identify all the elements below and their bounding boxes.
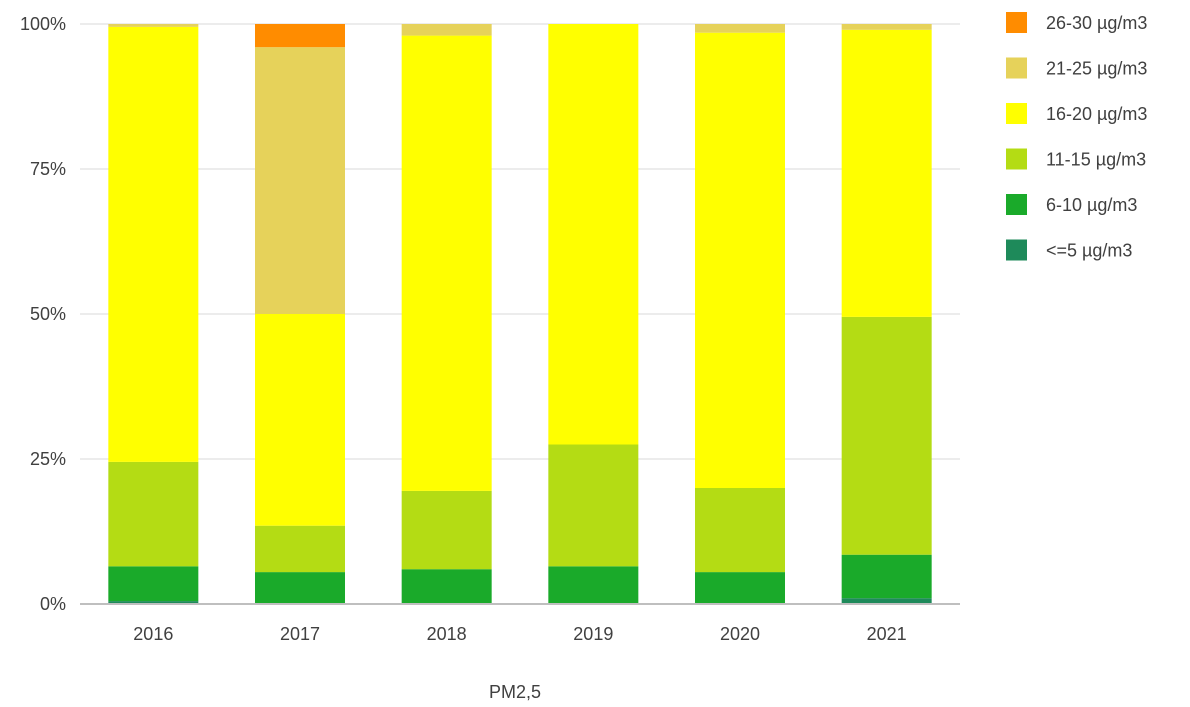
bar-segment	[255, 572, 345, 604]
bar-segment	[401, 569, 492, 604]
x-axis-ticks: 2016 2017 2018 2019 2020 2021	[133, 624, 906, 644]
legend-swatch	[1006, 148, 1027, 170]
bar-segment	[255, 47, 345, 314]
legend: 26-30 µg/m3 21-25 µg/m3 16-20 µg/m3 11-15 µ…	[1006, 12, 1147, 261]
bars	[108, 24, 932, 604]
bar-segment	[841, 554, 932, 599]
bar-segment	[108, 26, 199, 462]
x-tick-label: 2017	[280, 624, 320, 644]
bar-segment	[255, 525, 345, 573]
bar-segment	[695, 488, 785, 573]
bar-segment	[108, 601, 199, 604]
bar-segment	[695, 572, 785, 604]
legend-label: 21-25 µg/m3	[1046, 59, 1147, 79]
x-tick-label: 2020	[720, 624, 760, 644]
bar-segment	[841, 29, 932, 317]
bar-segment	[695, 24, 785, 33]
legend-swatch	[1006, 239, 1027, 261]
legend-label: 11-15 µg/m3	[1046, 150, 1146, 170]
bar-segment	[841, 598, 932, 604]
legend-swatch	[1006, 194, 1027, 215]
bar-segment	[401, 35, 492, 491]
y-axis-ticks: 0% 25% 50% 75% 100%	[20, 14, 66, 614]
y-tick-label: 25%	[30, 449, 66, 469]
legend-label: 26-30 µg/m3	[1046, 13, 1147, 33]
legend-swatch	[1006, 12, 1027, 33]
bar-segment	[401, 24, 492, 36]
bar-segment	[401, 490, 492, 570]
y-tick-label: 75%	[30, 159, 66, 179]
legend-label: <=5 µg/m3	[1046, 241, 1132, 261]
bar-segment	[255, 314, 345, 526]
x-tick-label: 2016	[133, 624, 173, 644]
bar-segment	[108, 461, 199, 567]
gridlines	[80, 23, 960, 460]
legend-swatch	[1006, 57, 1027, 79]
bar-segment	[841, 316, 932, 555]
bar-segment	[108, 566, 199, 602]
x-tick-label: 2018	[427, 624, 467, 644]
bar-segment	[695, 32, 785, 488]
bar-segment	[548, 566, 639, 604]
bar-segment	[841, 24, 932, 30]
bar-segment	[548, 24, 639, 445]
y-tick-label: 100%	[20, 14, 66, 34]
legend-label: 16-20 µg/m3	[1046, 104, 1147, 124]
y-tick-label: 50%	[30, 304, 66, 324]
x-axis-title: PM2,5	[489, 682, 541, 702]
x-tick-label: 2021	[867, 624, 907, 644]
bar-segment	[548, 444, 639, 567]
y-tick-label: 0%	[40, 594, 66, 614]
bar-segment	[255, 24, 345, 48]
legend-label: 6-10 µg/m3	[1046, 195, 1137, 215]
bar-segment	[108, 24, 199, 27]
legend-swatch	[1006, 103, 1027, 124]
x-tick-label: 2019	[573, 624, 613, 644]
